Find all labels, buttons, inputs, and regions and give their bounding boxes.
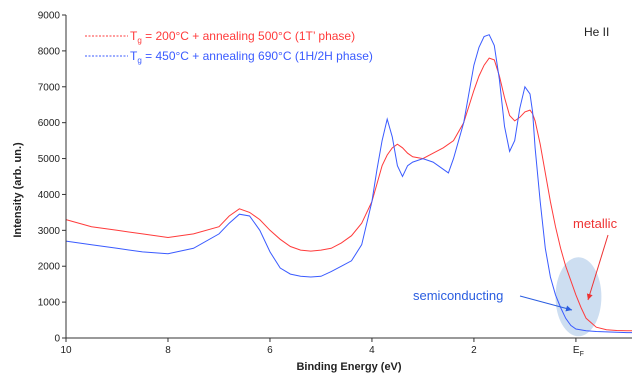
series-line-2 — [65, 34, 632, 334]
y-tick-label: 3000 — [38, 226, 61, 237]
semiconducting-label: semiconducting — [413, 288, 503, 303]
y-tick-label: 8000 — [38, 46, 61, 57]
legend: Tg = 200°C + annealing 500°C (1T’ phase)… — [85, 29, 373, 65]
axes — [62, 14, 632, 342]
semiconducting-arrow — [519, 295, 573, 312]
corner-label-he-ii: He II — [584, 25, 609, 39]
x-tick-label: 10 — [60, 345, 72, 356]
series-layer — [65, 34, 632, 334]
x-tick-label: 4 — [369, 345, 375, 356]
fermi-edge-highlight — [555, 257, 602, 337]
x-tick-label: 2 — [471, 345, 477, 356]
y-tick-labels: 0 1000 2000 3000 4000 5000 6000 7000 8000 9000 — [38, 11, 61, 345]
x-tick-labels: 10 8 6 4 2 EF — [60, 345, 583, 358]
metallic-label: metallic — [573, 216, 618, 231]
y-tick-label: 9000 — [38, 11, 61, 22]
y-tick-label: 0 — [54, 334, 60, 345]
y-tick-label: 1000 — [38, 298, 61, 309]
x-tick-label: 6 — [267, 345, 273, 356]
y-tick-label: 5000 — [38, 154, 61, 165]
series-line-1 — [65, 57, 632, 332]
y-tick-label: 7000 — [38, 82, 61, 93]
metallic-arrow — [586, 234, 609, 301]
y-tick-label: 2000 — [38, 262, 61, 273]
legend-entry-1: Tg = 200°C + annealing 500°C (1T’ phase) — [130, 29, 355, 45]
y-axis-title: Intensity (arb. un.) — [12, 142, 24, 238]
legend-entry-2: Tg = 450°C + annealing 690°C (1H/2H phas… — [130, 49, 373, 65]
x-tick-label: 8 — [165, 345, 171, 356]
y-tick-label: 4000 — [38, 190, 61, 201]
x-axis-title: Binding Energy (eV) — [296, 361, 401, 373]
x-tick-label-fermi: EF — [573, 345, 584, 358]
annotation-layer: metallic semiconducting — [413, 216, 618, 312]
y-tick-label: 6000 — [38, 118, 61, 129]
highlight-layer — [555, 257, 602, 337]
